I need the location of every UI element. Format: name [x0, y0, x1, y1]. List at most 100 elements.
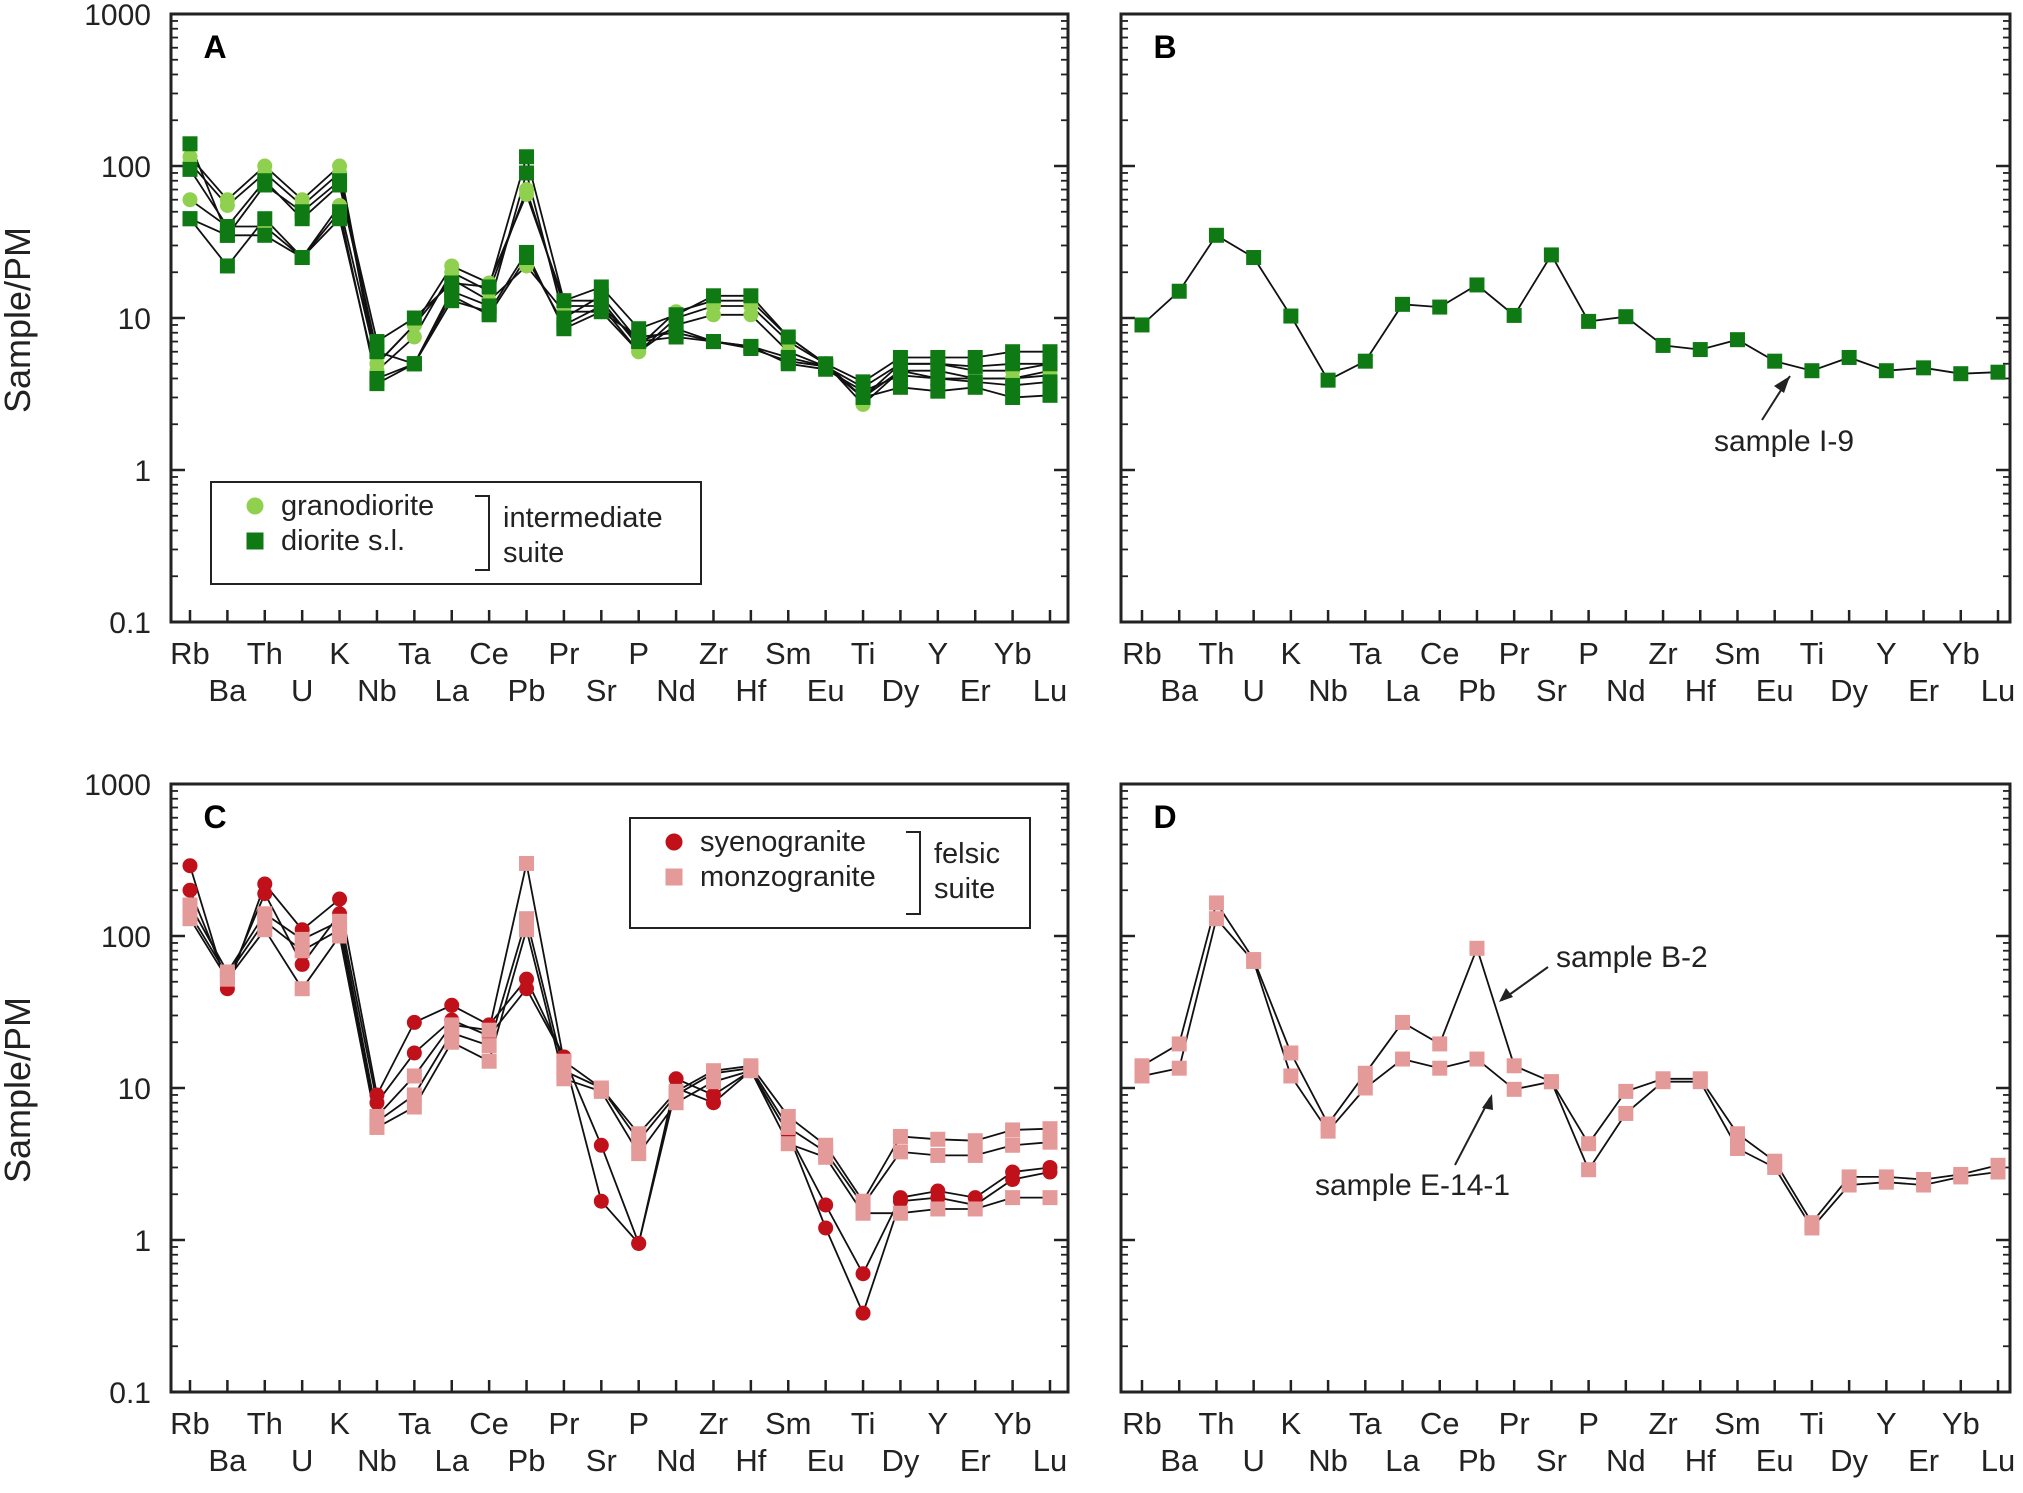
x-tick-label-y: Y — [1876, 636, 1897, 671]
x-tick-label-u: U — [291, 1443, 313, 1478]
data-point — [1042, 1121, 1058, 1137]
data-point — [892, 1128, 908, 1144]
data-point — [481, 1022, 497, 1038]
data-point — [930, 1190, 946, 1206]
data-point — [406, 1068, 422, 1084]
data-point — [406, 356, 422, 372]
annotation-arrow-line — [1454, 1097, 1491, 1166]
data-point — [182, 911, 198, 927]
data-point — [519, 250, 535, 266]
data-point — [593, 298, 609, 314]
data-point — [294, 250, 310, 266]
data-point — [930, 356, 946, 372]
panel-letter: A — [203, 29, 226, 65]
data-point — [519, 855, 535, 871]
series-line — [189, 156, 1051, 399]
data-point — [519, 149, 535, 165]
legend-group-label-2: suite — [934, 873, 995, 905]
x-tick-label-ta: Ta — [398, 1406, 432, 1441]
data-point — [967, 1201, 983, 1217]
data-point — [780, 1136, 796, 1152]
data-point — [668, 307, 684, 323]
legend-marker-square — [246, 532, 264, 550]
data-point — [1208, 227, 1224, 243]
x-tick-label-yb: Yb — [994, 1406, 1032, 1441]
data-point — [892, 1193, 908, 1209]
x-tick-label-nb: Nb — [357, 673, 397, 708]
data-point — [743, 341, 759, 357]
data-point — [294, 981, 310, 997]
data-point — [1246, 250, 1262, 266]
x-tick-label-ce: Ce — [469, 1406, 509, 1441]
legend-group-label-1: felsic — [934, 838, 1000, 870]
x-tick-label-ti: Ti — [851, 636, 876, 671]
y-tick-label: 100 — [101, 151, 151, 184]
data-point — [631, 1146, 647, 1162]
data-point — [182, 136, 198, 152]
data-point — [257, 173, 273, 189]
data-point — [1357, 353, 1373, 369]
data-point — [257, 211, 273, 227]
data-point — [1469, 277, 1485, 293]
data-point — [332, 928, 348, 944]
x-tick-label-zr: Zr — [1648, 1406, 1677, 1441]
data-point — [1005, 1172, 1021, 1188]
x-tick-label-hf: Hf — [735, 1443, 766, 1478]
legend-group-label-2: suite — [503, 537, 564, 569]
x-tick-label-eu: Eu — [1756, 1443, 1794, 1478]
panel-letter: D — [1153, 799, 1176, 835]
x-tick-label-sm: Sm — [1714, 636, 1761, 671]
y-tick-label: 0.1 — [109, 607, 151, 640]
x-tick-label-zr: Zr — [699, 636, 728, 671]
data-point — [1655, 337, 1671, 353]
x-tick-label-nb: Nb — [1308, 673, 1348, 708]
x-tick-label-p: P — [1578, 1406, 1599, 1441]
data-point — [855, 1266, 871, 1282]
legend-bracket — [475, 495, 490, 571]
data-point — [1432, 299, 1448, 315]
data-point — [1841, 349, 1857, 365]
x-tick-label-rb: Rb — [170, 1406, 210, 1441]
x-tick-label-nb: Nb — [1308, 1443, 1348, 1478]
data-point — [855, 1305, 871, 1321]
x-tick-label-lu: Lu — [1981, 1443, 2015, 1478]
legend-frame — [629, 817, 1031, 929]
x-tick-label-er: Er — [960, 673, 991, 708]
annotation-arrowhead — [1774, 376, 1790, 393]
data-point — [1841, 1177, 1857, 1193]
data-point — [1171, 1060, 1187, 1076]
x-tick-label-pr: Pr — [548, 1406, 579, 1441]
x-tick-label-u: U — [1242, 673, 1264, 708]
data-point — [369, 1119, 385, 1135]
data-point — [332, 211, 348, 227]
data-point — [892, 356, 908, 372]
x-tick-label-ta: Ta — [1349, 1406, 1383, 1441]
data-point — [1005, 356, 1021, 372]
data-point — [855, 389, 871, 405]
data-point — [892, 1144, 908, 1160]
legend-bracket — [906, 831, 921, 915]
data-point — [1005, 1122, 1021, 1138]
data-point — [892, 379, 908, 395]
data-point — [444, 997, 460, 1013]
data-point — [444, 288, 460, 304]
data-point — [1005, 1137, 1021, 1153]
data-point — [294, 211, 310, 227]
data-point — [1767, 1159, 1783, 1175]
legend-marker-circle — [246, 497, 264, 515]
x-tick-label-u: U — [1242, 1443, 1264, 1478]
data-point — [257, 922, 273, 938]
data-point — [743, 1063, 759, 1079]
data-point — [519, 182, 535, 198]
data-point — [294, 956, 310, 972]
x-tick-label-y: Y — [927, 1406, 948, 1441]
x-tick-label-sm: Sm — [1714, 1406, 1761, 1441]
data-point — [332, 177, 348, 193]
x-tick-label-rb: Rb — [1122, 1406, 1162, 1441]
data-point — [519, 981, 535, 997]
